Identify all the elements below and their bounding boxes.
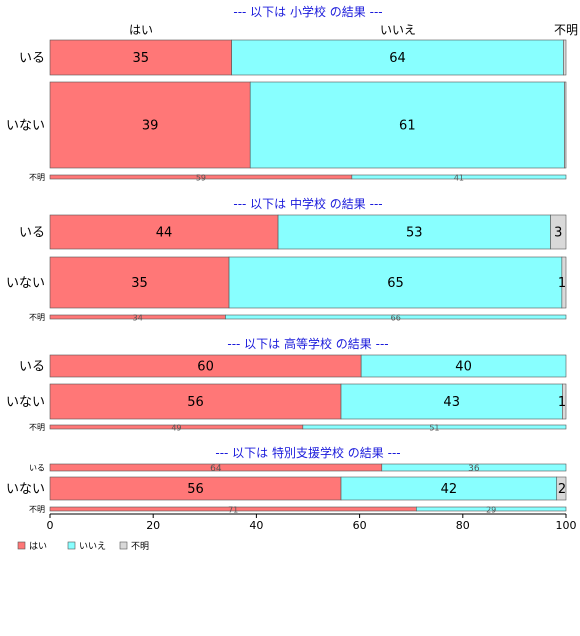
x-tick-label: 60 — [353, 519, 367, 532]
x-tick-label: 20 — [146, 519, 160, 532]
bar-segment — [556, 476, 567, 501]
panel-title: --- 以下は 特別支援学校 の結果 --- — [215, 445, 400, 460]
data-label: 49 — [171, 424, 181, 433]
data-label: 35 — [131, 276, 148, 291]
bar-segment — [49, 81, 251, 169]
row-label: いない — [6, 119, 45, 134]
bar-segment — [249, 81, 565, 169]
bar-segment — [302, 424, 567, 430]
data-label: 64 — [389, 51, 406, 66]
data-label: 41 — [454, 174, 464, 183]
data-label: 42 — [441, 482, 458, 497]
data-label: 29 — [486, 506, 496, 515]
row-label: いる — [29, 464, 45, 473]
row-label: 不明 — [29, 173, 45, 182]
data-label: 1 — [558, 276, 566, 291]
bar-segment — [550, 214, 567, 250]
bar-segment — [225, 314, 567, 320]
legend-swatch — [67, 541, 76, 550]
data-label: 34 — [133, 314, 143, 323]
bar-segment — [277, 214, 551, 250]
data-label: 51 — [429, 424, 439, 433]
x-tick-label: 0 — [47, 519, 54, 532]
panel-title: --- 以下は 小学校 の結果 --- — [233, 4, 382, 19]
data-label: 64 — [210, 464, 222, 474]
row-label: いない — [6, 482, 45, 497]
panel-title: --- 以下は 中学校 の結果 --- — [233, 196, 382, 211]
row-label: いる — [19, 226, 45, 241]
x-tick-label: 40 — [249, 519, 263, 532]
row-label: いる — [19, 51, 45, 66]
data-label: 35 — [133, 51, 150, 66]
bar-segment — [49, 256, 230, 309]
data-label: 61 — [399, 119, 416, 134]
data-label: 60 — [197, 360, 214, 375]
bar-segment — [228, 256, 563, 309]
data-label: 53 — [406, 226, 423, 241]
row-label: いる — [19, 360, 45, 375]
legend-label: はい — [29, 541, 47, 552]
bar-segment — [561, 256, 567, 309]
bar-segment — [562, 383, 567, 420]
data-label: 39 — [142, 119, 159, 134]
data-label: 59 — [196, 174, 206, 183]
row-label: 不明 — [29, 313, 45, 322]
row-label: いない — [6, 395, 45, 410]
top-category-label: いいえ — [380, 23, 416, 37]
data-label: 71 — [228, 506, 238, 515]
data-label: 36 — [468, 464, 480, 474]
x-tick-label: 80 — [456, 519, 470, 532]
bar-segment — [381, 463, 567, 472]
legend-label: 不明 — [131, 541, 149, 552]
row-label: いない — [6, 276, 45, 291]
bar-segment — [340, 383, 563, 420]
legend-swatch — [17, 541, 26, 550]
legend-swatch — [119, 541, 128, 550]
data-label: 44 — [156, 226, 173, 241]
data-label: 66 — [391, 314, 401, 323]
bar-segment — [231, 39, 564, 76]
panel-title: --- 以下は 高等学校 の結果 --- — [227, 336, 388, 351]
data-label: 3 — [554, 226, 562, 241]
bar-segment — [416, 506, 567, 512]
data-label: 43 — [443, 395, 460, 410]
bar-segment — [49, 39, 232, 76]
bar-segment — [49, 214, 279, 250]
legend-label: いいえ — [79, 541, 106, 552]
top-category-label: はい — [129, 23, 153, 37]
bar-segment — [351, 174, 567, 180]
data-label: 56 — [187, 482, 204, 497]
bar-segment — [563, 39, 567, 76]
bar-segment — [49, 383, 342, 420]
data-label: 2 — [558, 482, 566, 497]
bar-segment — [360, 354, 567, 378]
bar-segment — [564, 81, 567, 169]
row-label: 不明 — [29, 423, 45, 432]
top-category-label: 不明 — [554, 23, 578, 37]
x-tick-label: 100 — [556, 519, 577, 532]
data-label: 65 — [387, 276, 404, 291]
data-label: 40 — [455, 360, 472, 375]
data-label: 1 — [558, 395, 566, 410]
row-label: 不明 — [29, 505, 45, 514]
data-label: 56 — [187, 395, 204, 410]
